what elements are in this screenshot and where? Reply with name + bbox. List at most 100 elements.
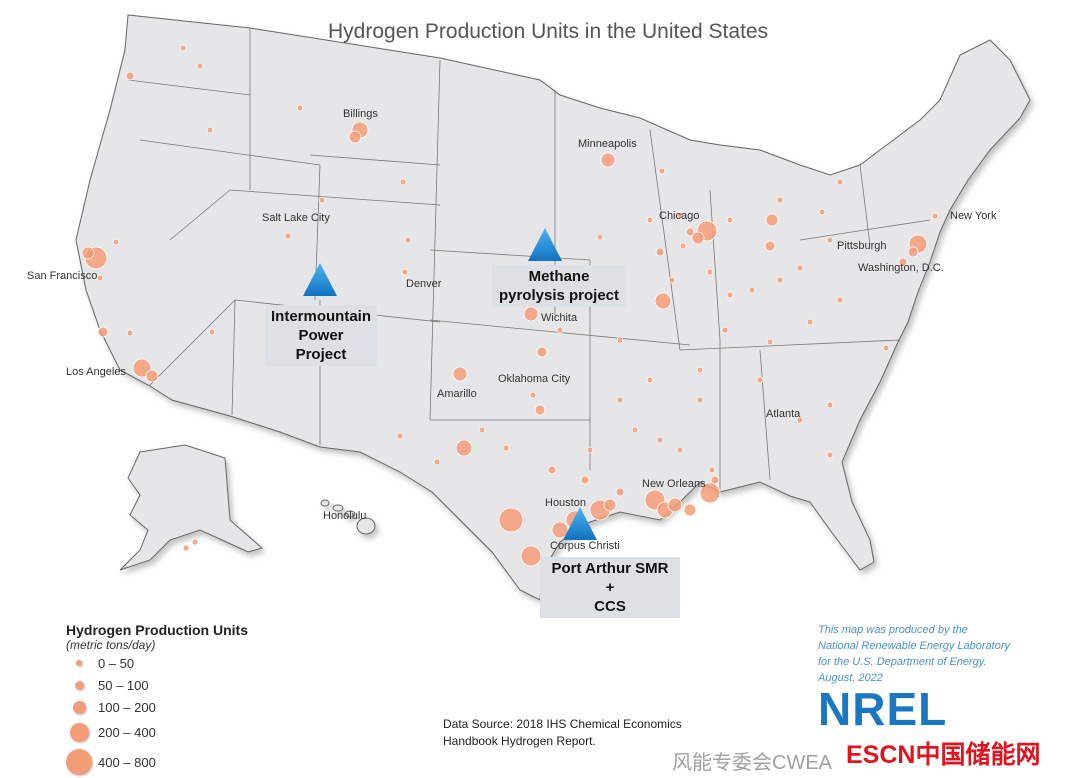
production-unit-dot — [97, 326, 109, 338]
production-unit-dot — [721, 326, 729, 334]
production-unit-dot — [764, 240, 776, 252]
production-unit-dot — [296, 104, 304, 112]
production-unit-dot — [882, 344, 890, 352]
production-unit-dot — [826, 236, 834, 244]
legend-label: 0 – 50 — [98, 655, 135, 671]
production-unit-dot — [696, 366, 704, 374]
production-unit-dot — [776, 276, 784, 284]
city-label-new-york: New York — [950, 210, 997, 222]
map-legend: Hydrogen Production Units (metric tons/d… — [66, 622, 248, 778]
city-label-oklahoma-city: Oklahoma City — [498, 373, 571, 385]
data-source: Data Source: 2018 IHS Chemical Economics… — [443, 716, 682, 750]
callout-port-arthur-smr-ccs: Port Arthur SMR + CCS — [540, 557, 680, 618]
project-markers — [303, 228, 597, 540]
production-unit-dot — [818, 208, 826, 216]
production-unit-dot — [145, 369, 159, 383]
production-unit-dot — [646, 376, 654, 384]
production-unit-dot — [196, 62, 204, 70]
callout-line: Power Project — [295, 327, 347, 363]
production-unit-dot — [455, 439, 473, 457]
production-unit-dot — [776, 196, 784, 204]
hawaii-land — [320, 499, 376, 535]
production-unit-dot — [826, 401, 834, 409]
production-unit-dot — [756, 376, 764, 384]
production-unit-dot — [826, 451, 834, 459]
credit-line: August, 2022 — [818, 672, 883, 684]
production-unit-dot — [529, 391, 537, 399]
production-unit-dot — [676, 211, 684, 219]
legend-item: 100 – 200 — [66, 696, 248, 718]
production-unit-dot — [404, 236, 412, 244]
production-unit-dot — [125, 71, 135, 81]
city-label-billings: Billings — [343, 108, 378, 120]
production-unit-dot — [348, 130, 362, 144]
credit-line: National Renewable Energy Laboratory — [818, 640, 1011, 652]
production-unit-dot — [676, 446, 684, 454]
production-unit-dot — [399, 178, 407, 186]
production-unit-dot — [191, 538, 199, 546]
production-unit-dot — [600, 152, 616, 168]
production-unit-dot — [748, 286, 756, 294]
city-label-new-orleans: New Orleans — [642, 478, 706, 490]
production-unit-dot — [710, 475, 720, 485]
production-unit-dot — [726, 216, 734, 224]
contiguous-us-land — [75, 14, 1031, 601]
production-unit-dot — [182, 544, 190, 552]
circle-icon — [72, 700, 86, 714]
city-label-pittsburgh: Pittsburgh — [837, 240, 887, 252]
production-unit-dot — [536, 346, 548, 358]
circle-icon — [66, 749, 92, 775]
production-unit-dot — [551, 521, 569, 539]
city-label-minneapolis: Minneapolis — [578, 138, 637, 150]
production-unit-dot — [683, 503, 697, 517]
production-unit-dot — [667, 497, 683, 513]
production-unit-dot — [396, 432, 404, 440]
legend-label: 50 – 100 — [98, 677, 149, 693]
legend-label: 200 – 400 — [98, 724, 156, 740]
city-label-chicago: Chicago — [659, 210, 700, 222]
city-label-corpus-christi: Corpus Christi — [550, 540, 620, 552]
nrel-logo: NREL — [818, 683, 948, 735]
credit-line: for the U.S. Department of Energy. — [818, 656, 987, 668]
map-title: Hydrogen Production Units in the United … — [328, 20, 769, 43]
callout-line: CCS — [594, 598, 626, 615]
production-unit-dot — [668, 276, 676, 284]
circle-icon — [69, 722, 89, 742]
production-unit-dot — [452, 366, 468, 382]
production-unit-dot — [498, 507, 524, 533]
production-unit-dot — [318, 196, 326, 204]
legend-subtitle: (metric tons/day) — [66, 638, 156, 652]
triangle-marker-methane-pyrolysis — [528, 228, 562, 261]
production-unit-dot — [520, 545, 542, 567]
production-unit-dot — [796, 264, 804, 272]
production-unit-dot — [478, 426, 486, 434]
production-unit-dot — [179, 44, 187, 52]
production-unit-dot — [616, 336, 624, 344]
city-label-washington-dc: Washington, D.C. — [858, 262, 944, 274]
production-unit-dot — [615, 487, 625, 497]
production-unit-dot — [898, 257, 908, 267]
production-unit-dot — [706, 268, 714, 276]
production-unit-dot — [907, 246, 919, 258]
triangle-marker-port-arthur — [563, 507, 597, 540]
production-unit-dot — [547, 465, 557, 475]
legend-label: 100 – 200 — [98, 699, 156, 715]
city-label-denver: Denver — [406, 278, 442, 290]
production-unit-dot — [806, 318, 814, 326]
production-unit-dots — [81, 44, 939, 567]
city-label-los-angeles: Los Angeles — [66, 366, 126, 378]
city-label-wichita: Wichita — [541, 312, 578, 324]
escn-watermark: ESCN中国储能网 — [846, 741, 1041, 769]
callout-intermountain-power-project: Intermountain Power Project — [265, 305, 377, 366]
production-unit-dot — [726, 291, 734, 299]
city-label-amarillo: Amarillo — [437, 388, 477, 400]
production-unit-dot — [433, 458, 441, 466]
city-label-atlanta: Atlanta — [766, 408, 801, 420]
production-unit-dot — [655, 247, 665, 257]
callout-line: Methane — [528, 268, 590, 285]
production-unit-dot — [658, 167, 666, 175]
city-label-salt-lake-city: Salt Lake City — [262, 212, 330, 224]
production-unit-dot — [708, 466, 716, 474]
production-unit-dot — [836, 178, 844, 186]
